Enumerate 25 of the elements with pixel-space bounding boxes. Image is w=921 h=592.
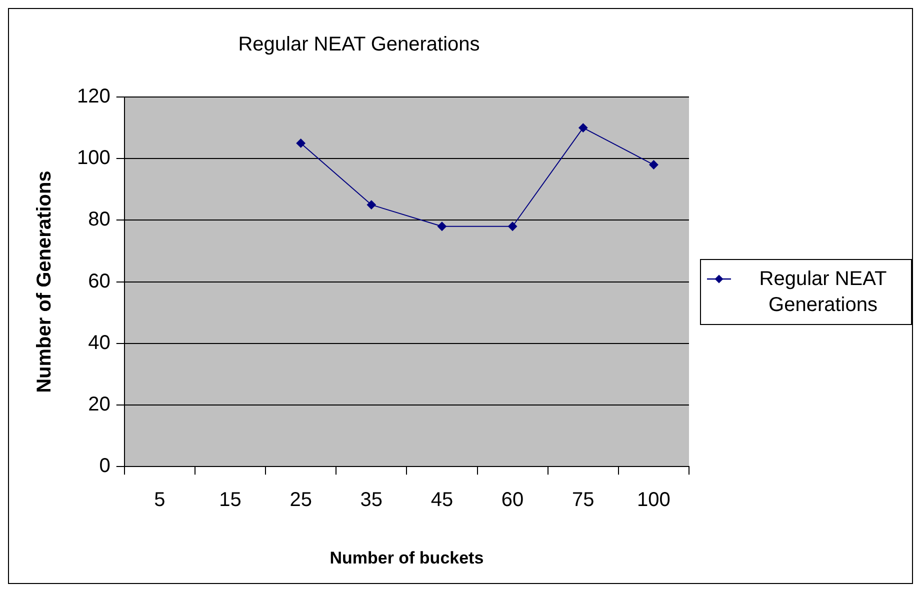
point: [296, 138, 306, 148]
y-tick-label: 120: [76, 86, 110, 108]
legend-label: Regular NEAT Generations: [758, 267, 888, 318]
x-tick-label: 35: [360, 489, 383, 512]
y-tick-label: 40: [88, 332, 110, 354]
point: [649, 160, 658, 170]
y-tick-label: 60: [88, 270, 110, 292]
y-tick-label: 80: [88, 208, 110, 231]
y-axis-title: Number of Generations: [34, 170, 56, 393]
y-tick-label: 0: [99, 455, 110, 478]
x-tick-label: 5: [154, 489, 166, 512]
x-tick-label: 100: [637, 489, 670, 512]
x-axis-title: Number of buckets: [330, 548, 484, 568]
x-tick-label: 25: [290, 489, 312, 512]
point: [508, 222, 518, 231]
x-tick-label: 75: [572, 489, 594, 512]
point: [366, 200, 376, 210]
chart-title: Regular NEAT Generations: [238, 34, 480, 56]
point: [578, 123, 588, 132]
x-tick-label: 60: [501, 489, 524, 512]
x-tick-label: 45: [430, 489, 454, 512]
x-tick-label: 15: [219, 489, 242, 512]
y-tick-label: 20: [88, 394, 110, 416]
point: [437, 222, 446, 231]
y-tick-label: 100: [76, 147, 110, 170]
